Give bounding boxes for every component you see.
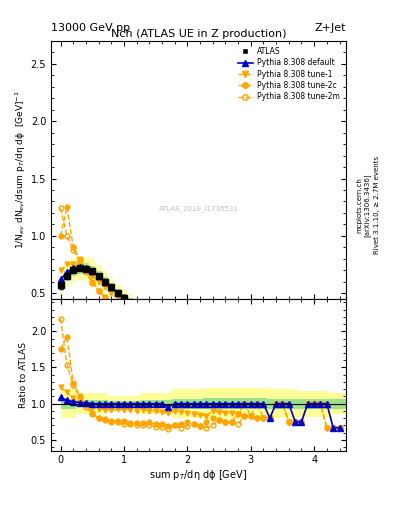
Legend: ATLAS, Pythia 8.308 default, Pythia 8.308 tune-1, Pythia 8.308 tune-2c, Pythia 8: ATLAS, Pythia 8.308 default, Pythia 8.30… (235, 45, 342, 103)
Text: Z+Jet: Z+Jet (314, 23, 346, 33)
Y-axis label: Ratio to ATLAS: Ratio to ATLAS (19, 342, 28, 408)
Text: mcplots.cern.ch: mcplots.cern.ch (356, 177, 363, 233)
X-axis label: sum p$_T$/dη dϕ [GeV]: sum p$_T$/dη dϕ [GeV] (149, 468, 248, 482)
Text: Rivet 3.1.10, ≥ 2.7M events: Rivet 3.1.10, ≥ 2.7M events (374, 156, 380, 254)
Text: ATLAS_2019_I1736531: ATLAS_2019_I1736531 (158, 205, 239, 212)
Y-axis label: 1/N$_{ev}$ dN$_{ev}$/dsum p$_T$/dη dϕ  [GeV]$^{-1}$: 1/N$_{ev}$ dN$_{ev}$/dsum p$_T$/dη dϕ [G… (13, 91, 28, 249)
Title: Nch (ATLAS UE in Z production): Nch (ATLAS UE in Z production) (111, 29, 286, 39)
Text: [arXiv:1306.3436]: [arXiv:1306.3436] (364, 173, 371, 237)
Text: 13000 GeV pp: 13000 GeV pp (51, 23, 130, 33)
